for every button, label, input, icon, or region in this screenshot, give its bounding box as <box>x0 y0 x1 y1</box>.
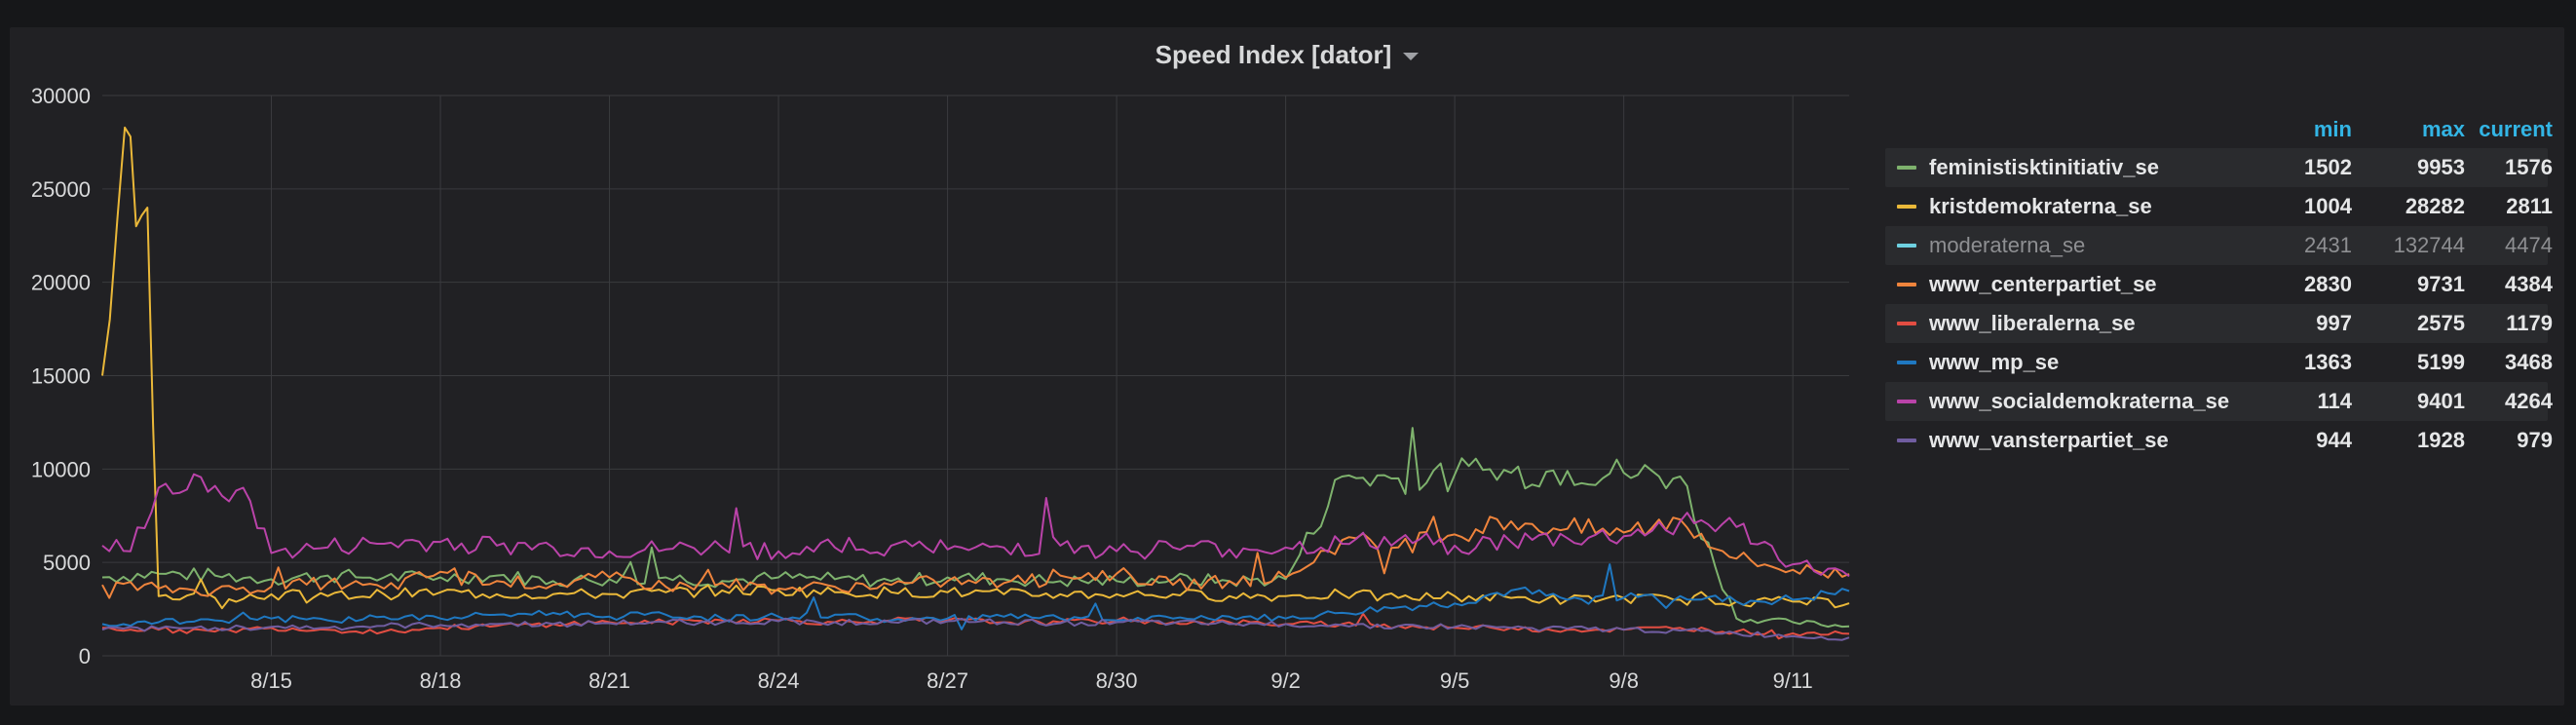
legend-item-max: 9953 <box>2417 155 2465 179</box>
y-tick-label: 30000 <box>31 84 91 108</box>
legend-item-current: 4474 <box>2505 233 2553 257</box>
legend-header: min max current <box>1885 113 2553 148</box>
legend-item[interactable]: kristdemokraterna_se 1004 28282 2811 <box>1885 187 2553 226</box>
line-chart: 0 5000 10000 15000 20000 25000 30000 8/15 8/18 8/… <box>31 84 1850 693</box>
legend-item-current: 4384 <box>2505 272 2553 296</box>
y-tick-label: 10000 <box>31 457 91 481</box>
legend-rows: feministisktinitiativ_se 1502 9953 1576 kris… <box>1885 148 2553 460</box>
legend-item-max: 28282 <box>2405 194 2465 218</box>
legend-swatch[interactable] <box>1897 361 1916 364</box>
legend-item-max: 1928 <box>2417 428 2465 452</box>
legend-item-min: 114 <box>2317 389 2353 413</box>
legend-item-current: 2811 <box>2506 194 2553 218</box>
legend-item-current: 979 <box>2517 428 2553 452</box>
x-tick-label: 8/18 <box>420 668 462 693</box>
graph-panel: Speed Index [dator] 0 5000 10000 15000 20000… <box>10 27 2564 706</box>
legend-item[interactable]: moderaterna_se 2431 132744 4474 <box>1885 226 2553 265</box>
legend-item[interactable]: feministisktinitiativ_se 1502 9953 1576 <box>1885 148 2553 187</box>
legend-item-name[interactable]: www_liberalerna_se <box>1929 311 2136 335</box>
x-tick-label: 9/2 <box>1270 668 1301 693</box>
legend-item-min: 2830 <box>2304 272 2352 296</box>
legend-item-name[interactable]: feministisktinitiativ_se <box>1929 155 2159 179</box>
legend-header-current[interactable]: current <box>2479 117 2553 141</box>
legend-swatch[interactable] <box>1897 400 1916 403</box>
legend-swatch[interactable] <box>1897 244 1916 248</box>
legend-swatch[interactable] <box>1897 322 1916 325</box>
legend-item-min: 1502 <box>2304 155 2352 179</box>
x-tick-label: 8/24 <box>758 668 800 693</box>
legend-item-name[interactable]: www_centerpartiet_se <box>1929 272 2157 296</box>
legend-item[interactable]: www_socialdemokraterna_se 114 9401 4264 <box>1885 382 2553 421</box>
legend-swatch[interactable] <box>1897 166 1916 170</box>
x-tick-label: 9/5 <box>1440 668 1470 693</box>
series-line <box>101 473 1850 578</box>
legend-item-max: 2575 <box>2417 311 2465 335</box>
legend-item-name[interactable]: www_mp_se <box>1929 350 2060 374</box>
legend-item-min: 997 <box>2316 311 2352 335</box>
legend: min max current feministisktinitiativ_se… <box>1885 113 2553 460</box>
legend-header-max[interactable]: max <box>2421 117 2465 141</box>
legend-item-current: 3468 <box>2505 350 2553 374</box>
legend-item-max: 9731 <box>2417 272 2465 296</box>
x-tick-label: 8/15 <box>250 668 292 693</box>
legend-item-max: 5199 <box>2417 350 2465 374</box>
legend-item-name[interactable]: www_vansterpartiet_se <box>1929 428 2169 452</box>
y-tick-label: 25000 <box>31 177 91 202</box>
legend-item-max: 132744 <box>2393 233 2465 257</box>
x-tick-label: 9/11 <box>1773 668 1813 693</box>
x-tick-label: 9/8 <box>1609 668 1639 693</box>
legend-item[interactable]: www_mp_se 1363 5199 3468 <box>1885 343 2553 382</box>
y-tick-label: 20000 <box>31 271 91 295</box>
y-tick-label: 0 <box>79 644 91 668</box>
series-line <box>101 617 1850 641</box>
legend-header-min[interactable]: min <box>2313 117 2352 141</box>
series-line <box>102 612 1850 640</box>
legend-item-name[interactable]: moderaterna_se <box>1929 233 2086 257</box>
series-line <box>101 126 1850 610</box>
legend-item-current: 1179 <box>2506 311 2553 335</box>
legend-item-min: 1004 <box>2304 194 2352 218</box>
series-line <box>101 427 1850 629</box>
x-tick-label: 8/27 <box>927 668 968 693</box>
legend-swatch[interactable] <box>1897 205 1916 209</box>
legend-item-min: 2431 <box>2304 233 2352 257</box>
chevron-down-icon[interactable] <box>1403 53 1420 61</box>
x-tick-label: 8/30 <box>1096 668 1138 693</box>
legend-item[interactable]: www_centerpartiet_se 2830 9731 4384 <box>1885 265 2553 304</box>
series-line <box>101 515 1850 599</box>
legend-item[interactable]: www_liberalerna_se 997 2575 1179 <box>1885 304 2553 343</box>
legend-swatch[interactable] <box>1897 439 1916 442</box>
panel-title[interactable]: Speed Index [dator] <box>10 33 2564 76</box>
legend-item[interactable]: www_vansterpartiet_se 944 1928 979 <box>1885 421 2553 460</box>
panel-title-text[interactable]: Speed Index [dator] <box>1155 40 1392 69</box>
legend-swatch[interactable] <box>1897 283 1916 286</box>
legend-item-current: 1576 <box>2505 155 2553 179</box>
y-tick-label: 15000 <box>31 364 91 389</box>
y-tick-label: 5000 <box>43 551 91 575</box>
legend-item-max: 9401 <box>2417 389 2465 413</box>
legend-item-name[interactable]: www_socialdemokraterna_se <box>1929 389 2230 413</box>
x-tick-label: 8/21 <box>588 668 630 693</box>
series-line <box>101 563 1850 630</box>
legend-item-min: 1363 <box>2304 350 2352 374</box>
legend-item-min: 944 <box>2316 428 2352 452</box>
legend-item-current: 4264 <box>2505 389 2553 413</box>
legend-item-name[interactable]: kristdemokraterna_se <box>1929 194 2152 218</box>
